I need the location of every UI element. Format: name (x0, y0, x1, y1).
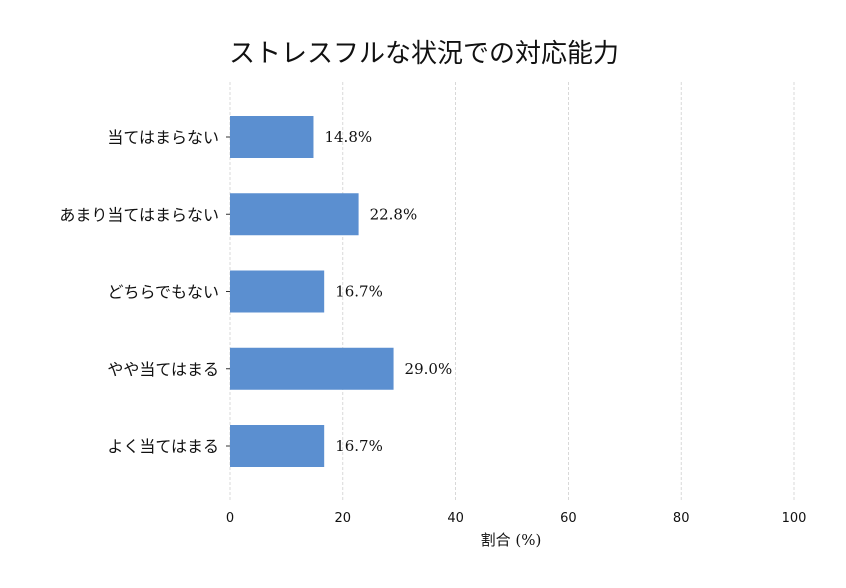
bar-0 (230, 116, 314, 158)
x-tick-label-40: 40 (447, 511, 464, 526)
category-label-4: よく当てはまる (107, 437, 219, 456)
bar-4 (230, 425, 325, 467)
data-label-4: 16.7% (335, 437, 383, 455)
x-tick-label-0: 0 (226, 511, 234, 526)
labels: 0 20 40 60 80 100 当てはまらない 14.8% あまり当てはまらない 22.8% ど… (59, 128, 806, 526)
x-axis-label: 割合 (%) (481, 531, 542, 549)
category-label-3: やや当てはまる (107, 360, 219, 379)
bar-1 (230, 193, 359, 236)
bar-2 (230, 270, 325, 313)
x-tick-label-80: 80 (673, 511, 690, 526)
category-label-1: あまり当てはまらない (59, 205, 219, 224)
bars (230, 116, 394, 467)
category-label-2: どちらでもない (107, 283, 219, 302)
category-label-0: 当てはまらない (107, 128, 219, 147)
x-tick-label-20: 20 (335, 511, 352, 526)
data-label-2: 16.7% (335, 283, 383, 301)
x-tick-label-100: 100 (782, 511, 807, 526)
chart-title: ストレスフルな状況での対応能力 (229, 39, 619, 69)
data-label-0: 14.8% (324, 128, 372, 146)
data-label-1: 22.8% (370, 205, 418, 223)
data-label-3: 29.0% (405, 360, 453, 378)
x-tick-label-60: 60 (560, 511, 577, 526)
bar-3 (230, 347, 394, 390)
